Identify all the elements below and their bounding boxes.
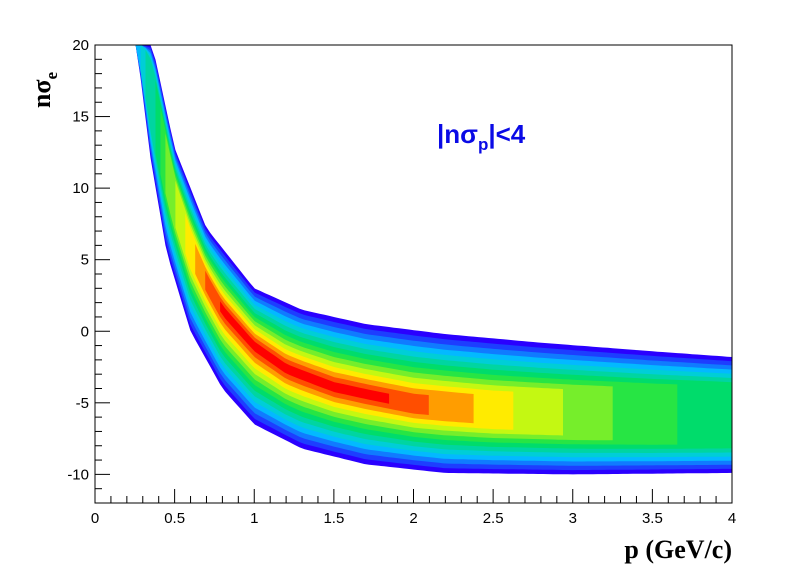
y-axis: -10 -5 0 5 10 15 20 bbox=[67, 37, 110, 504]
y-axis-title-sub: e bbox=[42, 71, 61, 79]
x-tick-label: 2 bbox=[409, 510, 417, 527]
y-tick-label: 0 bbox=[81, 323, 89, 340]
heatmap-band-level-10 bbox=[185, 213, 514, 430]
x-tick-label: 3.5 bbox=[642, 510, 663, 527]
x-tick-label: 1.5 bbox=[323, 510, 344, 527]
x-tick-label: 0.5 bbox=[164, 510, 185, 527]
x-tick-label: 4 bbox=[728, 510, 736, 527]
x-tick-label: 2.5 bbox=[483, 510, 504, 527]
y-tick-label: 20 bbox=[72, 37, 89, 54]
heatmap-band bbox=[135, 45, 732, 475]
y-axis-title-main: nσ bbox=[27, 79, 56, 108]
cut-annotation-prefix: |nσ bbox=[437, 119, 478, 149]
y-tick-label: 10 bbox=[72, 180, 89, 197]
x-axis-title: p (GeV/c) bbox=[624, 535, 732, 564]
cut-annotation: |nσp|<4 bbox=[437, 119, 526, 154]
y-axis-title: nσe bbox=[27, 71, 61, 108]
heatmap-band-level-13 bbox=[220, 301, 390, 404]
y-tick-label: 5 bbox=[81, 252, 89, 269]
y-tick-label: -10 bbox=[67, 466, 89, 483]
x-tick-label: 0 bbox=[91, 510, 99, 527]
x-tick-label: 3 bbox=[569, 510, 577, 527]
x-tick-label: 1 bbox=[250, 510, 258, 527]
y-tick-label: 15 bbox=[72, 109, 89, 126]
y-tick-label: -5 bbox=[76, 395, 89, 412]
x-axis: 0 0.5 1 1.5 2 2.5 3 3.5 4 bbox=[91, 489, 736, 527]
cut-annotation-sub: p bbox=[478, 135, 488, 154]
cut-annotation-suffix: |<4 bbox=[488, 119, 525, 149]
